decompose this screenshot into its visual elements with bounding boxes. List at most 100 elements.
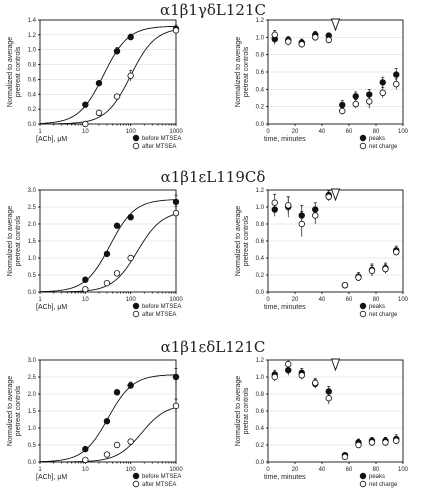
x-tick-label: 100 xyxy=(398,467,409,473)
legend-label: net charge xyxy=(369,144,398,150)
legend-label: after MTSEA xyxy=(142,482,176,488)
data-point xyxy=(325,193,332,200)
x-tick-label: 1 xyxy=(38,129,42,135)
data-point xyxy=(95,79,103,87)
x-tick-label: 40 xyxy=(319,467,326,473)
data-point xyxy=(127,254,134,262)
data-point xyxy=(393,80,400,88)
x-tick-label: 100 xyxy=(398,297,409,303)
y-tick-label: 1.2 xyxy=(28,33,37,39)
data-point xyxy=(127,72,134,79)
data-point xyxy=(172,198,180,206)
data-point xyxy=(172,373,180,381)
y-tick-label: 2.5 xyxy=(28,205,37,211)
y-tick-label: 0.6 xyxy=(28,77,37,83)
y-tick-label: 1.0 xyxy=(256,35,265,41)
data-point xyxy=(271,373,278,381)
data-point xyxy=(393,437,400,444)
y-axis-label-line: pretreat controls xyxy=(15,215,22,266)
y-tick-label: 0.2 xyxy=(28,107,37,113)
y-axis-label: Normalized to average pretreat controls xyxy=(7,37,22,108)
y-axis-label: Normalized to average pretreat controls xyxy=(7,376,22,447)
data-point xyxy=(366,98,373,105)
y-tick-label: 1.2 xyxy=(256,188,265,194)
chart-panel-4: 0.0 0.2 0.4 0.6 0.8 1.0 1.2 0 20 40 60 80 100 time, m… xyxy=(235,188,409,318)
legend-marker xyxy=(132,472,140,480)
data-point xyxy=(82,276,89,283)
chart-title: α1β1γδL121C xyxy=(160,1,266,19)
data-point xyxy=(285,38,292,45)
x-tick-label: 1 xyxy=(38,297,42,303)
y-axis-label: Normalized to average pretreat controls xyxy=(235,37,250,108)
plot-frame xyxy=(39,19,177,125)
legend-label: peaks xyxy=(369,136,385,142)
y-axis-label: Normalized to average pretrat controls xyxy=(235,376,250,447)
y-axis-label-line: pretreat controls xyxy=(243,46,250,97)
x-tick-label: 10 xyxy=(82,297,89,303)
legend-label: before MTSEA xyxy=(142,474,181,480)
legend-label: after MTSEA xyxy=(142,312,176,318)
x-axis-label: time, minutes xyxy=(264,136,306,143)
y-tick-label: 1.2 xyxy=(256,18,265,24)
y-tick-label: 0.4 xyxy=(28,92,37,98)
data-point xyxy=(82,120,89,128)
y-tick-label: 0.6 xyxy=(256,239,265,245)
y-tick-label: 0.4 xyxy=(256,256,265,262)
data-point xyxy=(355,274,362,281)
x-tick-label: 100 xyxy=(126,297,137,303)
fit-curve-1 xyxy=(39,199,177,293)
y-tick-label: 0.8 xyxy=(256,53,265,59)
data-point xyxy=(172,402,180,410)
data-point xyxy=(113,222,121,229)
y-tick-label: 2.0 xyxy=(28,392,37,398)
data-point xyxy=(339,107,346,115)
data-point xyxy=(393,248,400,256)
y-axis-label-line: pretreat controls xyxy=(15,385,22,436)
data-point xyxy=(379,89,386,96)
y-axis-label-line: Normalized to average xyxy=(235,376,242,447)
application-arrow-icon xyxy=(330,358,341,372)
y-tick-label: 0.5 xyxy=(28,273,37,279)
x-tick-label: 80 xyxy=(373,297,380,303)
y-tick-label: 0.4 xyxy=(256,87,265,93)
fit-curve-2 xyxy=(40,29,177,125)
y-tick-label: 1.2 xyxy=(256,358,265,364)
data-point xyxy=(285,202,292,209)
y-tick-label: 0.8 xyxy=(256,392,265,398)
legend-marker xyxy=(359,134,367,142)
x-tick-label: 100 xyxy=(126,467,137,473)
legend-marker xyxy=(132,302,140,310)
data-point xyxy=(103,418,111,425)
y-tick-label: 0.6 xyxy=(256,70,265,76)
y-tick-label: 1.0 xyxy=(28,426,37,432)
y-tick-label: 1.0 xyxy=(256,205,265,211)
data-point xyxy=(113,93,121,100)
legend-label: peaks xyxy=(369,304,385,310)
legend-label: before MTSEA xyxy=(142,136,181,142)
data-point xyxy=(82,101,89,108)
y-axis-label-line: Normalized to average xyxy=(235,206,242,277)
data-point xyxy=(355,441,362,449)
y-tick-label: 1.4 xyxy=(28,18,37,24)
y-tick-label: 1.0 xyxy=(256,375,265,381)
y-axis-label: Normalized to average pretreat controls xyxy=(235,206,250,277)
plot-frame xyxy=(39,189,177,293)
legend-marker xyxy=(359,302,367,310)
x-tick-label: 1000 xyxy=(169,297,183,303)
x-tick-label: 1 xyxy=(38,467,42,473)
data-point xyxy=(312,34,319,41)
chart-title: α1β1εL119Cδ xyxy=(161,168,266,186)
x-tick-label: 60 xyxy=(346,129,353,135)
y-tick-label: 0.0 xyxy=(256,460,265,466)
chart-panel-2: 0.0 0.2 0.4 0.6 0.8 1.0 1.2 0 20 40 60 80 100 time, m… xyxy=(235,18,409,150)
x-tick-label: 0 xyxy=(266,467,270,473)
y-tick-label: 0.0 xyxy=(256,122,265,128)
data-point xyxy=(312,379,319,387)
x-axis-label: time, minutes xyxy=(264,304,306,311)
data-point xyxy=(113,270,121,277)
legend-marker xyxy=(132,310,140,318)
legend-marker xyxy=(359,480,367,488)
x-tick-label: 40 xyxy=(319,129,326,135)
y-tick-label: 1.0 xyxy=(28,256,37,262)
y-axis-label-line: pretreat controls xyxy=(243,215,250,266)
